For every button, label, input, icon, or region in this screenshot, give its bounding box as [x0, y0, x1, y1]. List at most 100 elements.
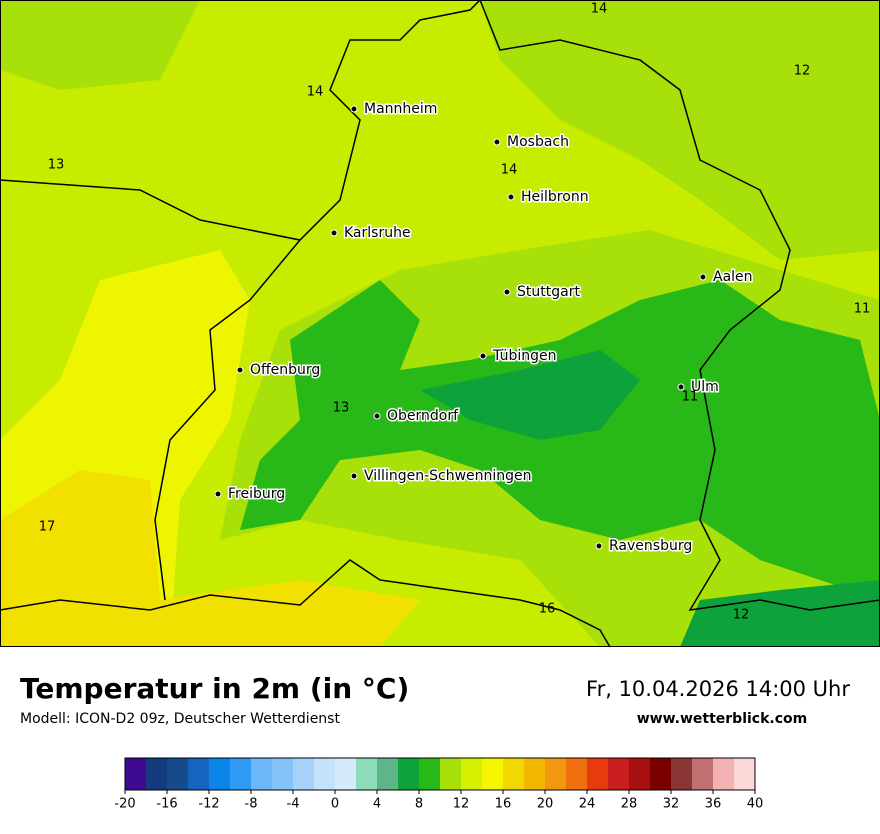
city-label: Aalen [713, 269, 753, 285]
tick-label: 36 [705, 797, 722, 812]
color-swatch [440, 758, 462, 790]
color-swatch [524, 758, 546, 790]
city-label: Heilbronn [521, 189, 589, 205]
city-dot [350, 105, 358, 113]
map-value: 17 [39, 520, 56, 535]
tick-label: 16 [495, 797, 512, 812]
tick-label: -12 [198, 797, 219, 812]
tick-label: 24 [579, 797, 596, 812]
city-dot [236, 366, 244, 374]
color-swatch [167, 758, 189, 790]
temp-zone [0, 0, 200, 90]
colorbar: -20 -16 -12 -8 -4 0 4 8 12 16 20 24 28 32 36 40 [114, 757, 764, 812]
color-swatch [293, 758, 315, 790]
city-dot [677, 383, 685, 391]
map: Mannheim Mosbach Heilbronn Karlsruhe Aalen St… [0, 0, 880, 648]
color-swatch [692, 758, 714, 790]
city-dot [503, 288, 511, 296]
map-value: 14 [307, 85, 324, 100]
value-layer: 14 12 14 13 14 11 11 13 17 16 12 [39, 2, 871, 623]
color-swatch [482, 758, 504, 790]
subtitle: Modell: ICON-D2 09z, Deutscher Wetterdie… [20, 711, 340, 727]
city-label: Mosbach [507, 134, 569, 150]
temp-zone [680, 580, 880, 647]
color-swatch [566, 758, 588, 790]
tick-label: 40 [747, 797, 764, 812]
color-swatch [377, 758, 399, 790]
title: Temperatur in 2m (in °C) [20, 672, 409, 705]
city-dot [350, 472, 358, 480]
color-swatch [398, 758, 420, 790]
city-label: Karlsruhe [344, 225, 411, 241]
city-dot [493, 138, 501, 146]
color-swatch [125, 758, 147, 790]
color-swatch [356, 758, 378, 790]
color-swatch [734, 758, 756, 790]
tick-label: -16 [156, 797, 177, 812]
color-swatch [188, 758, 210, 790]
city-dot [479, 352, 487, 360]
datetime: Fr, 10.04.2026 14:00 Uhr [586, 677, 850, 701]
tick-label: 32 [663, 797, 680, 812]
map-value: 11 [854, 302, 871, 317]
colorbar-frame [124, 757, 756, 791]
border [154, 239, 301, 601]
color-swatch [650, 758, 672, 790]
map-value: 14 [501, 163, 518, 178]
tick-label: -8 [245, 797, 258, 812]
city-dot [330, 229, 338, 237]
tick-label: 12 [453, 797, 470, 812]
city-dot [595, 542, 603, 550]
tick-label: -4 [287, 797, 300, 812]
tick-label: 4 [373, 797, 381, 812]
map-value: 12 [733, 608, 750, 623]
border [0, 559, 611, 648]
city-label: Ravensburg [609, 538, 692, 554]
temp-zone [420, 350, 640, 440]
tick-label: 8 [415, 797, 423, 812]
map-value: 11 [682, 390, 699, 405]
city-label: Stuttgart [517, 284, 580, 300]
website: www.wetterblick.com [637, 711, 808, 727]
color-swatch [671, 758, 693, 790]
color-swatch [503, 758, 525, 790]
color-swatch [419, 758, 441, 790]
color-swatch [230, 758, 252, 790]
city-dot [507, 193, 515, 201]
color-swatch [251, 758, 273, 790]
tick-label: 28 [621, 797, 638, 812]
color-swatch [545, 758, 567, 790]
city-layer: Mannheim Mosbach Heilbronn Karlsruhe Aalen St… [214, 100, 754, 556]
border [479, 0, 880, 611]
color-swatch [209, 758, 231, 790]
city-dot [373, 412, 381, 420]
tick-label: -20 [114, 797, 135, 812]
city-dot [699, 273, 707, 281]
city-label: Mannheim [364, 101, 437, 117]
color-swatch [335, 758, 357, 790]
color-swatch [629, 758, 651, 790]
city-label: Ulm [691, 379, 719, 395]
city-label: Offenburg [250, 362, 320, 378]
city-label: Oberndorf [387, 408, 459, 424]
city-label: Tübingen [492, 348, 557, 364]
map-value: 16 [539, 602, 556, 617]
color-swatch [146, 758, 168, 790]
temp-zone [0, 470, 420, 647]
map-value: 12 [794, 64, 811, 79]
color-swatch [713, 758, 735, 790]
map-value: 13 [48, 158, 65, 173]
color-swatch [608, 758, 630, 790]
color-swatch [461, 758, 483, 790]
temp-zone [240, 280, 880, 600]
tick-label: 20 [537, 797, 554, 812]
map-value: 13 [333, 401, 350, 416]
color-swatch [587, 758, 609, 790]
border [0, 0, 481, 241]
tick-label: 0 [331, 797, 339, 812]
map-value: 14 [591, 2, 608, 17]
color-swatch [314, 758, 336, 790]
temp-zone [480, 0, 880, 260]
